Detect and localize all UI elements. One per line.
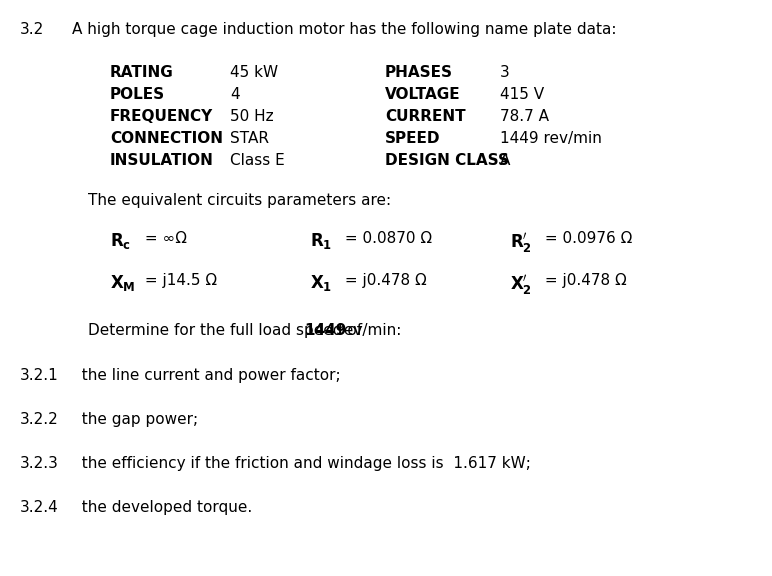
Text: 78.7 A: 78.7 A [500,109,549,124]
Text: $\mathbf{X_2'}$: $\mathbf{X_2'}$ [510,273,532,297]
Text: = 0.0976 Ω: = 0.0976 Ω [540,231,632,246]
Text: CURRENT: CURRENT [385,109,466,124]
Text: $\mathbf{R_1}$: $\mathbf{R_1}$ [310,231,332,251]
Text: DESIGN CLASS: DESIGN CLASS [385,153,509,168]
Text: Determine for the full load speed of: Determine for the full load speed of [88,323,367,338]
Text: PHASES: PHASES [385,65,453,80]
Text: 45 kW: 45 kW [230,65,278,80]
Text: A: A [500,153,510,168]
Text: 4: 4 [230,87,239,102]
Text: 1449 rev/min: 1449 rev/min [500,131,602,146]
Text: = j0.478 Ω: = j0.478 Ω [540,273,627,288]
Text: STAR: STAR [230,131,269,146]
Text: 50 Hz: 50 Hz [230,109,273,124]
Text: the gap power;: the gap power; [72,412,198,427]
Text: 415 V: 415 V [500,87,544,102]
Text: CONNECTION: CONNECTION [110,131,223,146]
Text: FREQUENCY: FREQUENCY [110,109,213,124]
Text: 1449: 1449 [304,323,347,338]
Text: Class E: Class E [230,153,285,168]
Text: 3: 3 [500,65,510,80]
Text: VOLTAGE: VOLTAGE [385,87,461,102]
Text: $\mathbf{X_M}$: $\mathbf{X_M}$ [110,273,136,293]
Text: 3.2.3: 3.2.3 [20,456,59,471]
Text: INSULATION: INSULATION [110,153,214,168]
Text: The equivalent circuits parameters are:: The equivalent circuits parameters are: [88,193,391,208]
Text: = j0.478 Ω: = j0.478 Ω [340,273,427,288]
Text: rev/min:: rev/min: [334,323,401,338]
Text: = j14.5 Ω: = j14.5 Ω [140,273,217,288]
Text: $\mathbf{R_c}$: $\mathbf{R_c}$ [110,231,131,251]
Text: the line current and power factor;: the line current and power factor; [72,368,340,383]
Text: = ∞Ω: = ∞Ω [140,231,187,246]
Text: 3.2.4: 3.2.4 [20,500,59,515]
Text: 3.2.1: 3.2.1 [20,368,59,383]
Text: the efficiency if the friction and windage loss is  1.617 kW;: the efficiency if the friction and winda… [72,456,531,471]
Text: POLES: POLES [110,87,165,102]
Text: $\mathbf{X_1}$: $\mathbf{X_1}$ [310,273,332,293]
Text: A high torque cage induction motor has the following name plate data:: A high torque cage induction motor has t… [72,22,617,37]
Text: 3.2: 3.2 [20,22,44,37]
Text: the developed torque.: the developed torque. [72,500,252,515]
Text: RATING: RATING [110,65,174,80]
Text: = 0.0870 Ω: = 0.0870 Ω [340,231,432,246]
Text: SPEED: SPEED [385,131,441,146]
Text: 3.2.2: 3.2.2 [20,412,59,427]
Text: $\mathbf{R_2'}$: $\mathbf{R_2'}$ [510,231,532,255]
